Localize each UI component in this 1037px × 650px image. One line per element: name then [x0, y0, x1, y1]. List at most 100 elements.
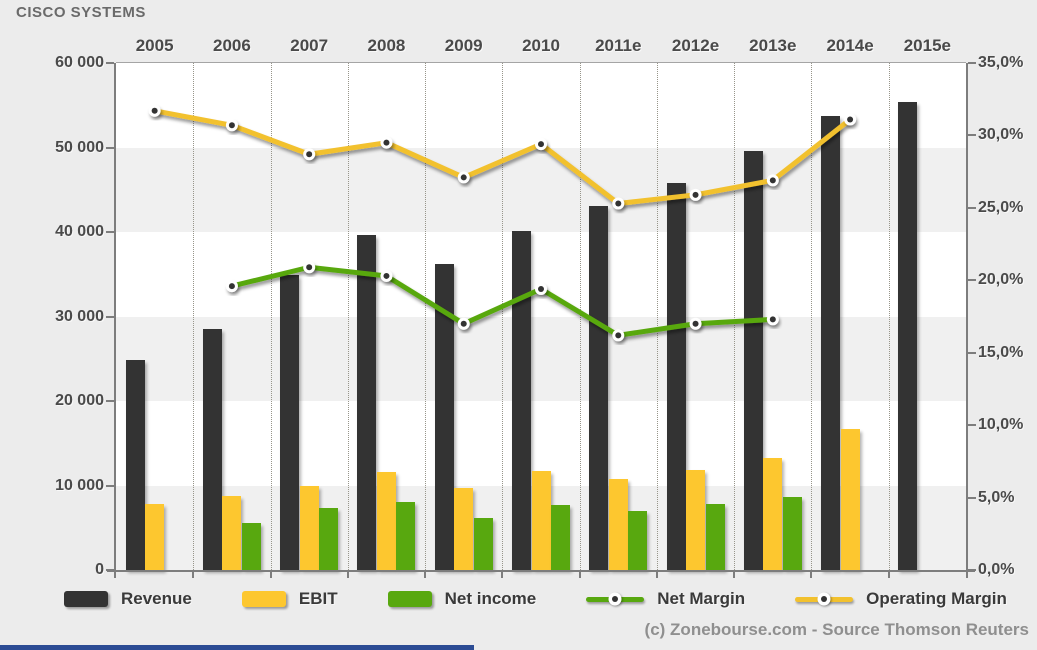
legend-label: Revenue	[121, 589, 192, 608]
column-separator	[502, 63, 504, 570]
left-tick	[106, 62, 114, 64]
bar-ebit-2008	[376, 471, 396, 570]
net-margin-point	[535, 282, 547, 295]
bar-revenue-2007	[280, 275, 300, 570]
year-label-2010: 2010	[522, 36, 560, 55]
net-margin-point	[303, 261, 316, 274]
column-separator	[811, 63, 813, 570]
marker-dot-inner	[612, 596, 619, 602]
bottom-tick	[424, 570, 427, 578]
operating-margin-point	[612, 197, 625, 210]
right-tick-label: 0,0%	[978, 561, 1015, 578]
bar-revenue-2015e	[898, 101, 918, 570]
column-separator	[734, 63, 736, 570]
legend-item-revenue: Revenue	[64, 589, 192, 609]
right-tick-label: 20,0%	[978, 271, 1024, 289]
bar-ebit-2009	[454, 488, 474, 570]
bottom-tick	[501, 570, 504, 578]
operating-margin-point	[535, 138, 547, 151]
net-margin-point	[457, 317, 470, 330]
bar-revenue-2009	[434, 264, 454, 570]
left-tick-label: 60 000	[55, 54, 104, 71]
column-separator	[347, 63, 349, 570]
right-tick	[968, 62, 976, 64]
right-tick	[968, 279, 976, 282]
left-tick-label: 50 000	[55, 138, 104, 156]
bar-revenue-2006	[202, 329, 222, 570]
bar-revenue-2005	[125, 360, 145, 570]
right-tick	[968, 351, 976, 354]
bar-revenue-2012e	[666, 183, 686, 570]
operating-margin-point	[766, 174, 779, 187]
bar-revenue-2010	[512, 231, 531, 570]
legend: Revenue EBIT Net income Net Margin Operating…	[64, 584, 1033, 614]
left-tick	[106, 569, 114, 571]
top-border	[116, 62, 966, 63]
chart-title: CISCO SYSTEMS	[16, 4, 146, 21]
year-label-2014e: 2014e	[826, 36, 874, 55]
right-tick	[968, 496, 976, 499]
bar-net-income-2013e	[782, 497, 802, 570]
bar-net-income-2012e	[705, 504, 725, 570]
left-axis-line	[114, 63, 116, 578]
margin-lines-layer	[148, 104, 857, 342]
left-tick-label: 40 000	[55, 223, 104, 240]
net-margin-line	[229, 264, 776, 338]
bottom-tick	[346, 570, 349, 578]
column-separator	[193, 63, 195, 570]
right-tick-label: 30,0%	[978, 126, 1024, 144]
bottom-tick	[887, 570, 890, 578]
column-separator	[579, 63, 581, 570]
bottom-tick	[192, 570, 195, 578]
right-tick	[968, 569, 976, 571]
bar-net-income-2011e	[628, 510, 648, 570]
operating-margin-line-icon	[795, 592, 854, 606]
left-tick-label: 10 000	[55, 476, 104, 494]
legend-label: Net income	[444, 589, 537, 608]
bar-ebit-2007	[299, 485, 319, 570]
bar-net-income-2007	[319, 508, 339, 570]
bottom-tick	[733, 570, 736, 578]
plot-area: Millions USD	[116, 63, 966, 570]
left-tick-label: 20 000	[55, 392, 104, 409]
right-tick	[968, 206, 976, 209]
operating-margin-point	[380, 136, 393, 149]
year-label-2008: 2008	[367, 36, 406, 55]
bottom-blue-strip	[0, 645, 474, 650]
bar-ebit-2012e	[686, 470, 706, 570]
column-separator	[888, 63, 890, 570]
left-tick	[106, 231, 114, 233]
net-income-swatch-icon	[387, 591, 432, 607]
net-margin-point	[689, 317, 702, 330]
legend-label: Net Margin	[657, 589, 746, 608]
operating-margin-line	[152, 108, 853, 207]
net-margin-line-icon	[586, 592, 645, 606]
year-label-2011e: 2011e	[595, 36, 642, 55]
year-label-2005: 2005	[135, 36, 174, 55]
right-tick-label: 35,0%	[978, 54, 1024, 71]
ebit-swatch-icon	[241, 591, 286, 607]
net-margin-point	[380, 269, 393, 282]
net-margin-point	[766, 313, 779, 326]
legend-item-operating-margin: Operating Margin	[795, 589, 1007, 609]
bar-ebit-2014e	[840, 428, 860, 570]
source-credit: (c) Zonebourse.com - Source Thomson Reut…	[644, 620, 1029, 639]
operating-margin-point	[689, 188, 702, 201]
left-tick-label: 0	[95, 561, 104, 578]
bar-revenue-2008	[357, 235, 377, 570]
bar-revenue-2014e	[821, 116, 841, 570]
bottom-tick	[655, 570, 658, 578]
bottom-axis-line	[107, 570, 975, 572]
year-label-2006: 2006	[212, 36, 251, 55]
bar-ebit-2013e	[763, 457, 783, 570]
left-tick	[106, 484, 114, 487]
year-label-2007: 2007	[290, 36, 329, 55]
bar-net-income-2006	[241, 522, 261, 570]
operating-margin-point	[844, 113, 857, 126]
marker-dot-inner	[821, 596, 828, 602]
left-tick	[106, 315, 114, 318]
year-label-2012e: 2012e	[671, 36, 720, 55]
bar-ebit-2010	[531, 471, 551, 570]
year-label-2009: 2009	[444, 36, 483, 55]
